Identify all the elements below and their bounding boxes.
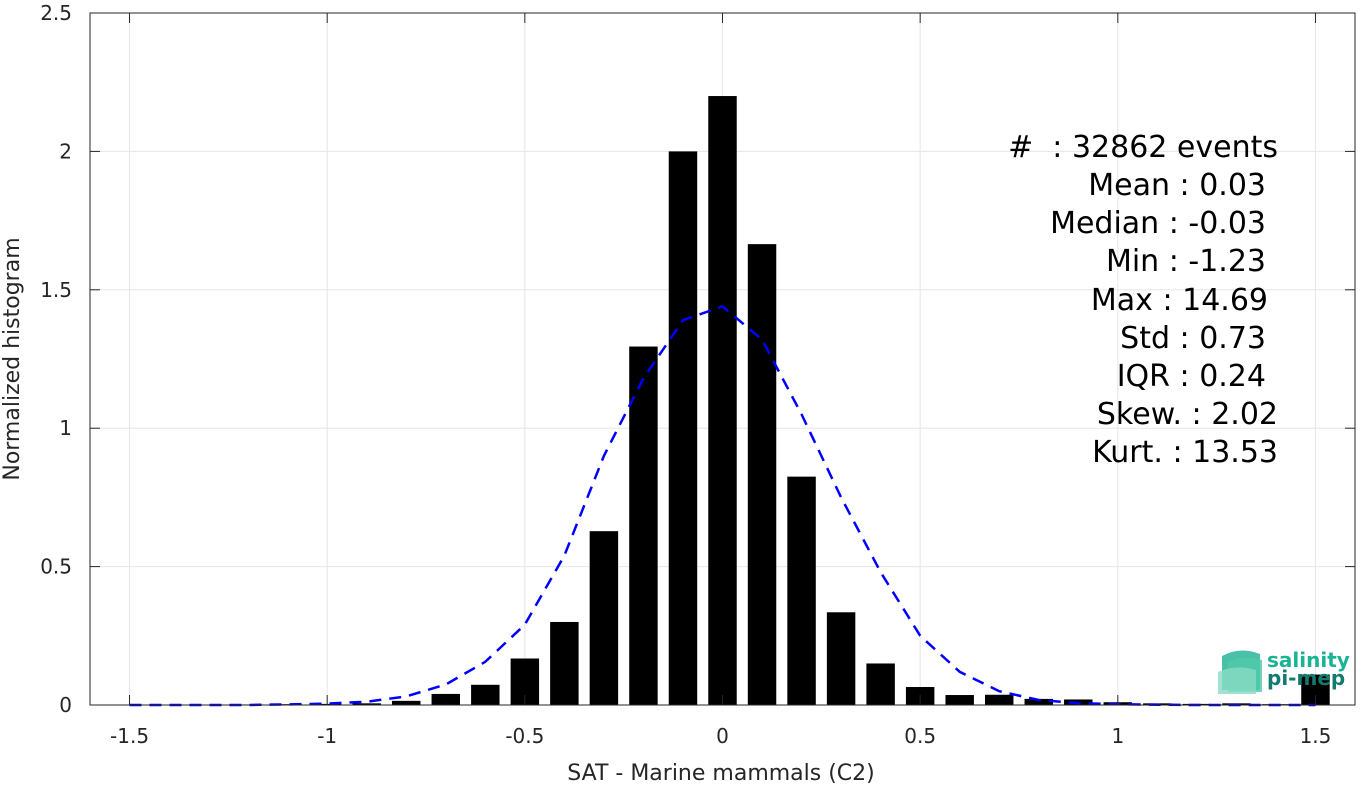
stat-median: Median : -0.03 [1050, 206, 1266, 241]
stat-events: # : 32862 events [1008, 130, 1278, 165]
y-tick-label: 0 [59, 693, 72, 717]
logo-text-pimep: pi-mep [1267, 666, 1345, 690]
histogram-bar [945, 695, 974, 705]
histogram-bar [1024, 698, 1053, 705]
stat-skew: Skew. : 2.02 [1097, 397, 1278, 432]
stat-iqr: IQR : 0.24 [1117, 359, 1266, 394]
histogram-bar [431, 693, 461, 705]
histogram-bar [550, 621, 579, 705]
histogram-bar [589, 531, 619, 705]
x-tick-label: -1.5 [110, 724, 149, 748]
stat-min: Min : -1.23 [1106, 244, 1266, 279]
logo-wave-icon [1218, 650, 1262, 694]
histogram-bar [826, 612, 856, 705]
logo-text-salinity: salinity [1267, 648, 1350, 672]
y-tick-label: 0.5 [40, 555, 72, 579]
salinity-pimep-logo: salinity pi-mep [1218, 648, 1350, 694]
stat-mean: Mean : 0.03 [1088, 168, 1266, 203]
x-tick-label: 0 [716, 724, 729, 748]
y-axis-ticks: 0 0.5 1 1.5 2 2.5 [40, 1, 1355, 717]
x-tick-label: -0.5 [505, 724, 544, 748]
y-tick-label: 2.5 [40, 1, 72, 25]
x-tick-label: -1 [317, 724, 337, 748]
y-axis-label: Normalized histogram [0, 237, 25, 480]
y-tick-label: 1 [59, 416, 72, 440]
histogram-bar [668, 151, 698, 705]
x-axis-ticks: -1.5 -1 -0.5 0 0.5 1 1.5 [110, 13, 1331, 748]
histogram-bar [471, 684, 500, 705]
y-tick-label: 1.5 [40, 278, 72, 302]
statistics-annotation: # : 32862 events Mean : 0.03 Median : -0… [1008, 130, 1278, 470]
histogram-bar [392, 700, 421, 705]
x-tick-label: 1.5 [1300, 724, 1332, 748]
stat-kurt: Kurt. : 13.53 [1092, 435, 1278, 470]
histogram-bar [747, 244, 777, 706]
histogram-bar [629, 346, 658, 705]
x-axis-label: SAT - Marine mammals (C2) [567, 761, 875, 785]
histogram-bar [984, 694, 1014, 705]
histogram-bar [866, 663, 895, 705]
histogram-bars [233, 96, 1330, 706]
x-tick-label: 1 [1111, 724, 1124, 748]
histogram-bar [708, 96, 737, 706]
histogram-bar [352, 703, 381, 705]
x-tick-label: 0.5 [904, 724, 936, 748]
y-tick-label: 2 [59, 139, 72, 163]
stat-std: Std : 0.73 [1120, 321, 1266, 356]
stat-max: Max : 14.69 [1091, 283, 1268, 318]
histogram-bar [787, 476, 816, 705]
